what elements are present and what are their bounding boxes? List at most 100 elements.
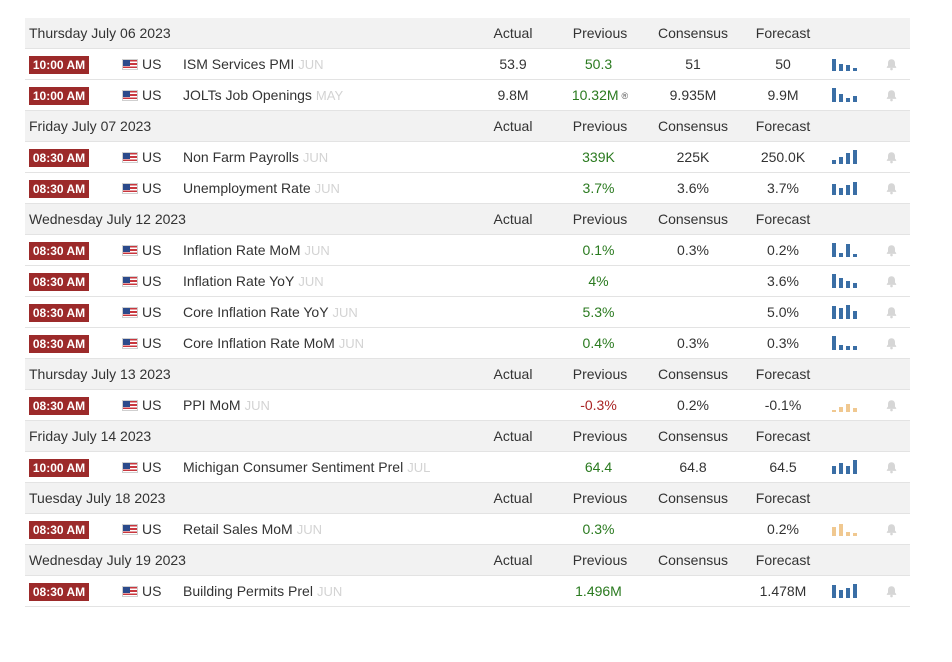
sparkline-chart[interactable] [832, 243, 862, 257]
sparkline-bar [839, 278, 843, 288]
bell-icon[interactable] [885, 461, 898, 474]
event-row[interactable]: 08:30 AM US PPI MoM JUN -0.3% 0.2% -0.1% [25, 390, 910, 421]
forecast-value: 50 [775, 56, 791, 72]
previous-column-header: Previous [572, 211, 628, 227]
bell-icon[interactable] [885, 151, 898, 164]
event-row[interactable]: 08:30 AM US Building Permits Prel JUN 1.4… [25, 576, 910, 607]
group-date: Wednesday July 12 2023 [29, 211, 186, 227]
sparkline-bar [853, 182, 857, 195]
consensus-column-header: Consensus [657, 118, 729, 134]
sparkline-chart[interactable] [832, 181, 862, 195]
consensus-value [653, 576, 733, 606]
event-name: Retail Sales MoM [183, 521, 293, 537]
sparkline-chart[interactable] [832, 460, 862, 474]
bell-icon[interactable] [885, 182, 898, 195]
sparkline-bar [832, 527, 836, 536]
event-row[interactable]: 10:00 AM US Michigan Consumer Sentiment … [25, 452, 910, 483]
date-group-header: Tuesday July 18 2023 Actual Previous Con… [25, 483, 910, 514]
forecast-column-header: Forecast [755, 490, 811, 506]
previous-column-header: Previous [572, 25, 628, 41]
event-name-link[interactable]: Michigan Consumer Sentiment Prel JUL [183, 452, 430, 482]
sparkline-chart[interactable] [832, 336, 862, 350]
group-date: Friday July 07 2023 [29, 118, 152, 134]
sparkline-bar [832, 585, 836, 598]
bell-icon[interactable] [885, 244, 898, 257]
sparkline-chart[interactable] [832, 88, 862, 102]
time-badge: 08:30 AM [29, 397, 89, 415]
sparkline-bar [853, 346, 857, 350]
sparkline-chart[interactable] [832, 274, 862, 288]
event-row[interactable]: 08:30 AM US Retail Sales MoM JUN 0.3% 0.2… [25, 514, 910, 545]
country-code: US [142, 149, 162, 165]
bell-icon[interactable] [885, 89, 898, 102]
bell-icon[interactable] [885, 523, 898, 536]
sparkline-chart[interactable] [832, 398, 862, 412]
sparkline-bar [846, 153, 850, 164]
actual-column-header: Actual [493, 552, 533, 568]
event-name-link[interactable]: Non Farm Payrolls JUN [183, 142, 328, 172]
bell-icon[interactable] [885, 399, 898, 412]
event-name-link[interactable]: PPI MoM JUN [183, 390, 270, 420]
event-name: Inflation Rate YoY [183, 273, 295, 289]
sparkline-chart[interactable] [832, 57, 862, 71]
event-row[interactable]: 08:30 AM US Unemployment Rate JUN 3.7% 3.… [25, 173, 910, 204]
forecast-column-header: Forecast [755, 552, 811, 568]
country-code: US [142, 242, 162, 258]
previous-value: -0.3% [560, 390, 640, 420]
sparkline-bar [839, 345, 843, 350]
event-name-link[interactable]: Core Inflation Rate YoY JUN [183, 297, 358, 327]
country-code: US [142, 180, 162, 196]
actual-value [473, 297, 553, 327]
actual-value [473, 452, 553, 482]
us-flag-icon [122, 586, 138, 597]
sparkline-chart[interactable] [832, 522, 862, 536]
sparkline-bar [832, 336, 836, 350]
consensus-value: 0.3% [677, 242, 709, 258]
event-row[interactable]: 10:00 AM US JOLTs Job Openings MAY 9.8M 1… [25, 80, 910, 111]
bell-icon[interactable] [885, 58, 898, 71]
sparkline-chart[interactable] [832, 584, 862, 598]
bell-icon[interactable] [885, 585, 898, 598]
event-name-link[interactable]: Core Inflation Rate MoM JUN [183, 328, 364, 358]
event-name-link[interactable]: Building Permits Prel JUN [183, 576, 342, 606]
reference-period: JUN [338, 336, 365, 351]
sparkline-bar [853, 283, 857, 288]
forecast-column-header: Forecast [755, 118, 811, 134]
event-row[interactable]: 08:30 AM US Core Inflation Rate YoY JUN 5… [25, 297, 910, 328]
previous-number: 3.7% [582, 180, 615, 196]
consensus-column-header: Consensus [657, 552, 729, 568]
time-badge: 10:00 AM [29, 56, 89, 74]
previous-value: 10.32M ® [560, 80, 640, 110]
us-flag-icon [122, 90, 138, 101]
consensus-value: 51 [685, 56, 701, 72]
sparkline-bar [853, 311, 857, 319]
sparkline-bar [839, 590, 843, 598]
consensus-value: 3.6% [677, 180, 709, 196]
event-row[interactable]: 08:30 AM US Inflation Rate YoY JUN 4% 3.6… [25, 266, 910, 297]
event-row[interactable]: 08:30 AM US Core Inflation Rate MoM JUN 0… [25, 328, 910, 359]
event-row[interactable]: 08:30 AM US Inflation Rate MoM JUN 0.1% 0… [25, 235, 910, 266]
bell-icon[interactable] [885, 337, 898, 350]
previous-column-header: Previous [572, 428, 628, 444]
event-name-link[interactable]: Unemployment Rate JUN [183, 173, 340, 203]
previous-number: 0.1% [582, 242, 615, 258]
bell-icon[interactable] [885, 306, 898, 319]
sparkline-chart[interactable] [832, 305, 862, 319]
event-row[interactable]: 08:30 AM US Non Farm Payrolls JUN 339K 22… [25, 142, 910, 173]
sparkline-chart[interactable] [832, 150, 862, 164]
time-badge: 08:30 AM [29, 521, 89, 539]
previous-number: -0.3% [580, 397, 617, 413]
previous-value: 339K [560, 142, 640, 172]
event-name-link[interactable]: JOLTs Job Openings MAY [183, 80, 343, 110]
event-name-link[interactable]: ISM Services PMI JUN [183, 49, 324, 79]
event-name-link[interactable]: Inflation Rate MoM JUN [183, 235, 330, 265]
forecast-value: 1.478M [759, 583, 807, 599]
sparkline-bar [832, 59, 836, 71]
event-name-link[interactable]: Inflation Rate YoY JUN [183, 266, 324, 296]
actual-value [473, 173, 553, 203]
actual-value [473, 235, 553, 265]
event-row[interactable]: 10:00 AM US ISM Services PMI JUN 53.9 50.… [25, 49, 910, 80]
bell-icon[interactable] [885, 275, 898, 288]
event-name-link[interactable]: Retail Sales MoM JUN [183, 514, 322, 544]
date-group-header: Thursday July 13 2023 Actual Previous Co… [25, 359, 910, 390]
